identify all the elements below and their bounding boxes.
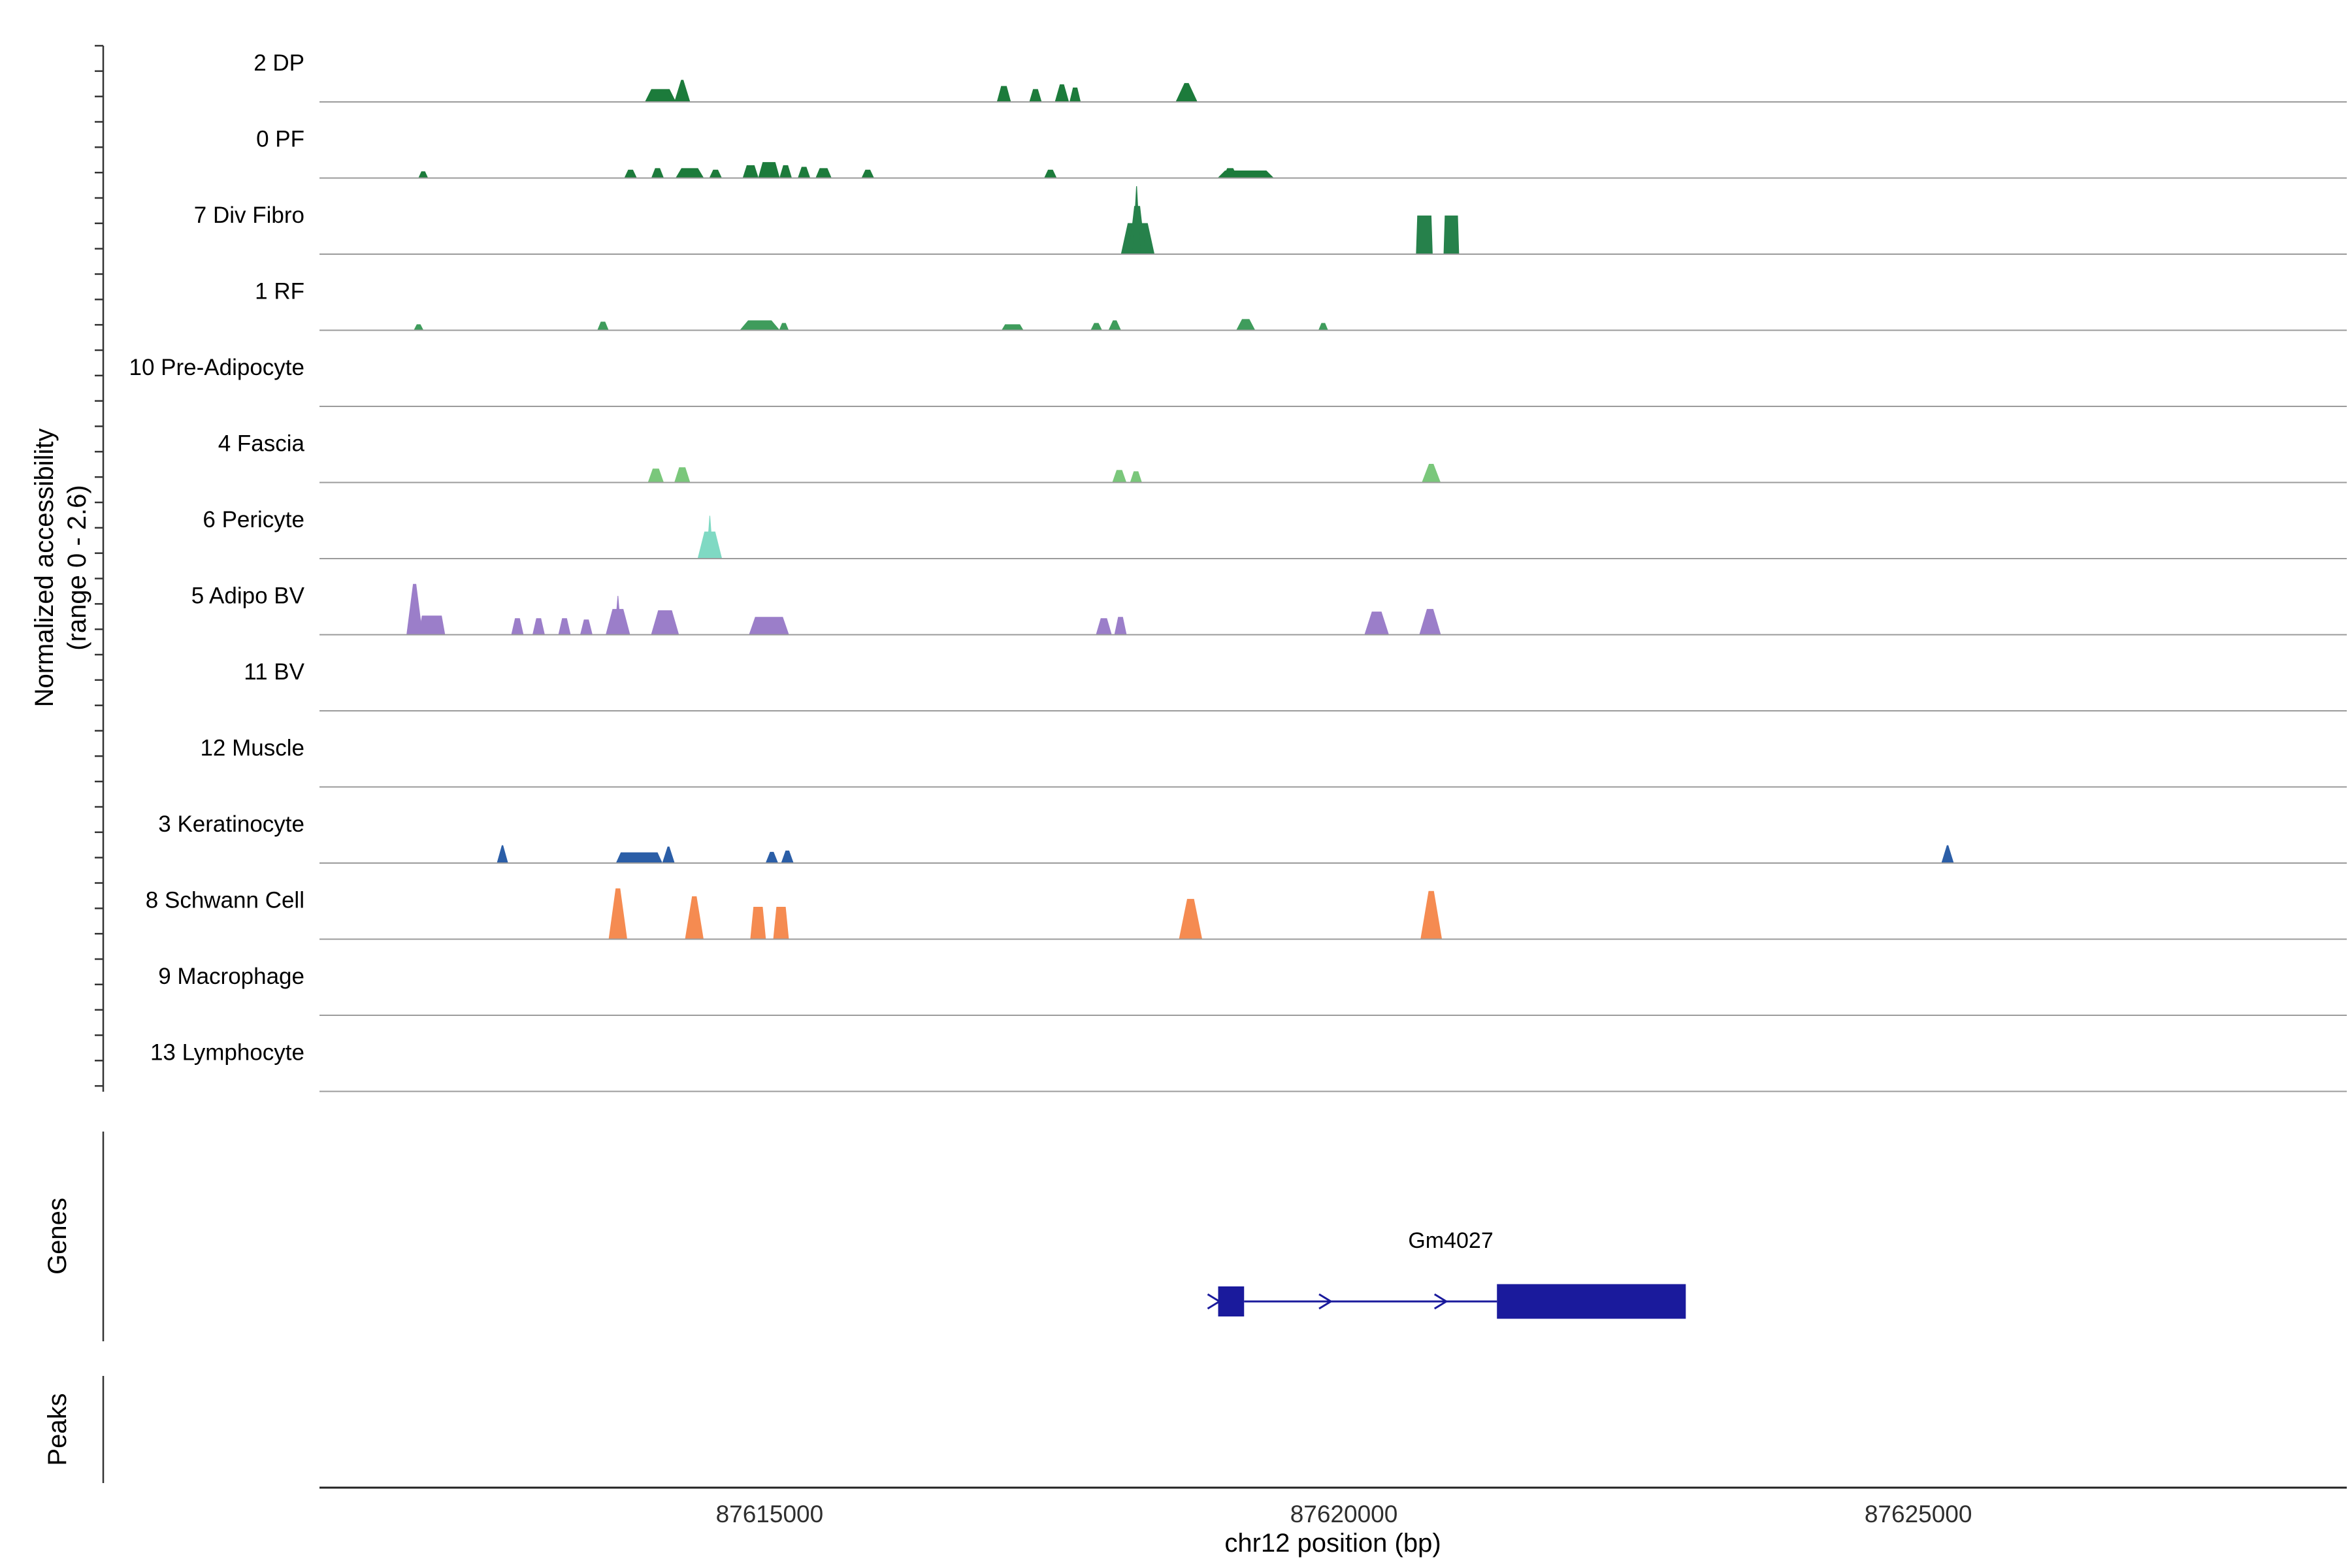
peaks-section-label: Peaks (43, 1393, 72, 1466)
accessibility-peak (651, 168, 664, 178)
accessibility-peak (779, 165, 792, 178)
accessibility-peak (1090, 323, 1102, 330)
accessibility-peak (1029, 89, 1042, 101)
accessibility-peak (685, 896, 704, 939)
accessibility-peak (608, 888, 627, 939)
accessibility-peak (1132, 186, 1141, 253)
accessibility-peak (616, 852, 662, 862)
accessibility-peak (1112, 470, 1126, 482)
accessibility-peak (1175, 83, 1198, 101)
accessibility-peak (676, 168, 704, 178)
accessibility-peak (773, 907, 789, 939)
accessibility-peak (1096, 618, 1112, 634)
accessibility-peak (766, 851, 778, 862)
accessibility-peak (1419, 609, 1441, 634)
genes-section-label: Genes (43, 1198, 72, 1275)
accessibility-peak (674, 467, 691, 482)
track-label-12-muscle: 12 Muscle (200, 736, 304, 761)
accessibility-peak (1218, 171, 1273, 178)
accessibility-peak (662, 846, 675, 862)
accessibility-peak (1044, 169, 1057, 178)
accessibility-peak (406, 583, 423, 634)
accessibility-peak (418, 171, 428, 178)
y-axis-label: Normalized accessibility (range 0 - 2.6) (28, 429, 93, 708)
accessibility-peak (749, 617, 789, 634)
accessibility-peak (1416, 215, 1433, 253)
accessibility-peak (497, 845, 508, 862)
track-label-2-dp: 2 DP (253, 50, 304, 76)
accessibility-peak (1070, 88, 1081, 101)
track-label-7-div-fibro: 7 Div Fibro (194, 203, 304, 228)
accessibility-peak (710, 169, 722, 178)
accessibility-peak (1941, 845, 1954, 862)
accessibility-peak (597, 321, 609, 330)
accessibility-peak (861, 169, 874, 178)
x-axis-tick-label: 87615000 (716, 1501, 824, 1527)
accessibility-peak (614, 595, 622, 634)
accessibility-peak (1420, 890, 1442, 939)
accessibility-peak (418, 615, 446, 634)
track-label-4-fascia: 4 Fascia (218, 431, 305, 457)
gene-strand-arrow-icon (1207, 1293, 1222, 1310)
accessibility-peak (1364, 612, 1389, 634)
accessibility-peak (758, 162, 780, 178)
accessibility-peak (743, 165, 759, 178)
accessibility-peak (647, 468, 664, 482)
accessibility-peak (674, 80, 691, 101)
accessibility-peak (1318, 323, 1328, 330)
accessibility-peak (1236, 319, 1255, 330)
accessibility-peak (624, 169, 637, 178)
accessibility-peak (1114, 617, 1127, 634)
accessibility-peak (558, 618, 571, 634)
accessibility-peak (1054, 84, 1069, 101)
accessibility-peak (532, 618, 545, 634)
x-axis-tick-label: 87625000 (1865, 1501, 1972, 1527)
accessibility-peak (706, 515, 713, 558)
accessibility-peak (1443, 215, 1460, 253)
track-label-8-schwann-cell: 8 Schwann Cell (146, 888, 304, 913)
accessibility-peak (740, 320, 779, 330)
x-axis-tick-label: 87620000 (1290, 1501, 1398, 1527)
accessibility-peak (1109, 320, 1121, 330)
track-label-6-pericyte: 6 Pericyte (203, 507, 304, 532)
track-label-0-pf: 0 PF (256, 127, 304, 152)
track-label-13-lymphocyte: 13 Lymphocyte (150, 1040, 304, 1066)
accessibility-peak (997, 86, 1011, 101)
accessibility-peak (781, 850, 794, 862)
track-label-1-rf: 1 RF (255, 279, 304, 304)
gene-strand-arrow-icon (1318, 1293, 1333, 1310)
accessibility-peak (1130, 471, 1142, 482)
gene-exon (1497, 1284, 1686, 1319)
accessibility-peak (750, 907, 766, 939)
y-axis-label-line2: (range 0 - 2.6) (63, 485, 91, 651)
accessibility-peak (580, 619, 593, 634)
track-label-3-keratinocyte: 3 Keratinocyte (158, 811, 304, 837)
accessibility-peak (1422, 464, 1441, 482)
gene-name-label: Gm4027 (1408, 1228, 1493, 1253)
track-label-5-adipo-bv: 5 Adipo BV (191, 583, 305, 609)
accessibility-peak (651, 610, 679, 634)
gene-exon (1218, 1286, 1245, 1316)
y-axis-label-line1: Normalized accessibility (30, 428, 59, 708)
accessibility-peak (511, 618, 524, 634)
track-label-11-bv: 11 BV (244, 659, 304, 685)
accessibility-peak (798, 167, 810, 178)
accessibility-peak (779, 323, 789, 330)
track-label-10-pre-adipocyte: 10 Pre-Adipocyte (129, 355, 304, 380)
accessibility-peak (645, 89, 676, 101)
accessibility-peak (815, 168, 832, 178)
gene-strand-arrow-icon (1433, 1293, 1448, 1310)
track-label-9-macrophage: 9 Macrophage (158, 964, 304, 989)
accessibility-peak (1002, 324, 1024, 330)
accessibility-peak (414, 324, 423, 330)
accessibility-peak (1179, 898, 1202, 939)
x-axis-title: chr12 position (bp) (1224, 1529, 1441, 1558)
